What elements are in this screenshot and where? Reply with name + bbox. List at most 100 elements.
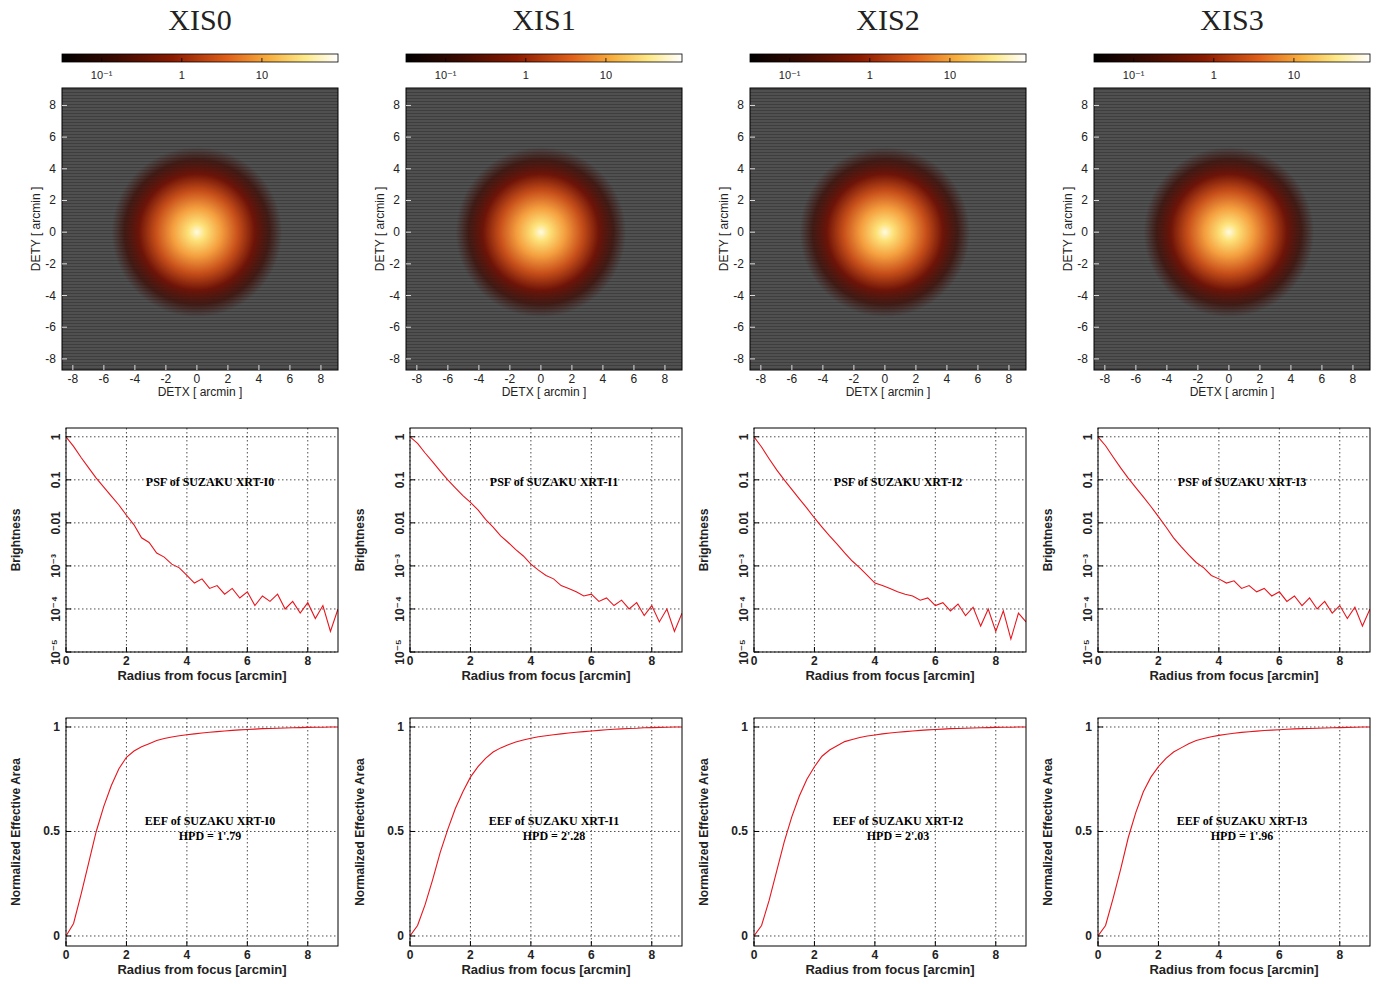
y-tick-label: 1 <box>1081 433 1095 440</box>
y-tick <box>754 652 759 653</box>
colorbar-tick <box>1293 58 1294 62</box>
colorbar-tick-label: 10⁻¹ <box>91 69 113 81</box>
y-tick-label: -4 <box>1077 289 1088 303</box>
y-tick-label: -8 <box>1077 352 1088 366</box>
colorbar-tick-label: 10 <box>256 69 268 81</box>
x-tick <box>410 941 411 946</box>
x-tick-label: 4 <box>184 654 191 668</box>
y-tick-label: 2 <box>737 193 744 207</box>
y-tick <box>754 831 759 832</box>
y-tick <box>62 327 67 328</box>
y-tick-label: 0 <box>393 225 400 239</box>
panel-title: XIS3 <box>1200 3 1263 36</box>
y-tick-label: 2 <box>393 193 400 207</box>
colorbar-tick-label: 1 <box>179 69 185 81</box>
annotation: EEF of SUZAKU XRT-I0 <box>145 814 275 828</box>
colorbar-tick <box>789 58 790 62</box>
frame <box>410 718 682 946</box>
image-area <box>1094 88 1370 370</box>
colorbar-tick <box>869 58 870 62</box>
x-tick-label: 0 <box>538 372 545 386</box>
image-background <box>406 88 682 370</box>
y-tick-label: 10⁻⁴ <box>1081 596 1095 622</box>
x-tick <box>935 647 936 652</box>
y-tick <box>1098 608 1103 609</box>
grid-line <box>754 522 1026 523</box>
colorbar-tick-label: 10 <box>600 69 612 81</box>
plot-area <box>754 727 1026 936</box>
x-tick-label: 2 <box>913 372 920 386</box>
x-tick-label: 0 <box>407 948 414 962</box>
colorbar <box>406 54 682 62</box>
curve <box>754 437 1026 639</box>
x-tick <box>853 365 854 370</box>
y-tick <box>62 358 67 359</box>
x-tick-label: 6 <box>287 372 294 386</box>
y-tick <box>62 137 67 138</box>
x-axis-label: DETX [ arcmin ] <box>502 385 587 399</box>
grid-line <box>247 428 248 652</box>
x-axis-label: Radius from focus [arcmin] <box>117 668 286 683</box>
grid-line <box>651 428 652 652</box>
x-tick <box>247 647 248 652</box>
x-tick-label: 2 <box>467 948 474 962</box>
panel: XIS010⁻¹110-8-6-4-202468-8-6-4-202468DET… <box>29 3 338 399</box>
x-tick-label: 6 <box>244 654 251 668</box>
x-tick-label: 2 <box>467 654 474 668</box>
x-tick-label: 0 <box>751 948 758 962</box>
y-tick-label: 6 <box>393 130 400 144</box>
figure: XIS010⁻¹110-8-6-4-202468-8-6-4-202468DET… <box>0 0 1382 984</box>
x-tick <box>814 647 815 652</box>
y-tick-label: 1 <box>741 720 748 734</box>
x-tick-label: 4 <box>256 372 263 386</box>
x-tick <box>540 365 541 370</box>
x-tick-label: -4 <box>130 372 141 386</box>
x-tick <box>791 365 792 370</box>
y-tick-label: 0 <box>53 929 60 943</box>
colorbar-tick <box>1213 58 1214 62</box>
y-tick <box>1094 263 1099 264</box>
y-tick-label: -4 <box>733 289 744 303</box>
frame <box>66 428 338 652</box>
x-tick-label: 0 <box>751 654 758 668</box>
x-tick <box>186 647 187 652</box>
grid <box>1098 718 1370 946</box>
y-tick-label: -2 <box>1077 257 1088 271</box>
y-tick <box>1094 105 1099 106</box>
x-tick <box>1339 647 1340 652</box>
x-tick <box>760 365 761 370</box>
x-tick <box>1321 365 1322 370</box>
x-tick-label: 4 <box>600 372 607 386</box>
x-tick-label: 6 <box>1319 372 1326 386</box>
y-tick <box>750 295 755 296</box>
y-tick-label: 0.1 <box>1081 471 1095 488</box>
y-tick <box>754 935 759 936</box>
x-axis-label: DETX [ arcmin ] <box>158 385 243 399</box>
y-tick-label: 1 <box>49 433 63 440</box>
x-tick-label: 0 <box>63 654 70 668</box>
x-tick-label: 8 <box>648 948 655 962</box>
y-tick <box>66 436 71 437</box>
frame <box>62 88 338 370</box>
x-tick <box>1352 365 1353 370</box>
plot-area <box>410 727 682 936</box>
curve <box>754 727 1026 936</box>
y-axis-label: Brightness <box>9 508 23 571</box>
grid-line <box>247 718 248 946</box>
frame <box>1098 428 1370 652</box>
y-tick-label: 0.1 <box>393 471 407 488</box>
x-tick <box>814 941 815 946</box>
curve <box>410 437 682 632</box>
x-tick <box>126 647 127 652</box>
y-tick <box>406 137 411 138</box>
x-tick-label: 4 <box>528 948 535 962</box>
y-tick <box>754 726 759 727</box>
x-tick-label: 0 <box>407 654 414 668</box>
grid-line <box>651 718 652 946</box>
x-tick-label: -8 <box>756 372 767 386</box>
y-tick <box>62 105 67 106</box>
x-tick <box>995 941 996 946</box>
x-tick-label: -6 <box>1131 372 1142 386</box>
image-area <box>406 88 682 370</box>
y-tick <box>1094 358 1099 359</box>
